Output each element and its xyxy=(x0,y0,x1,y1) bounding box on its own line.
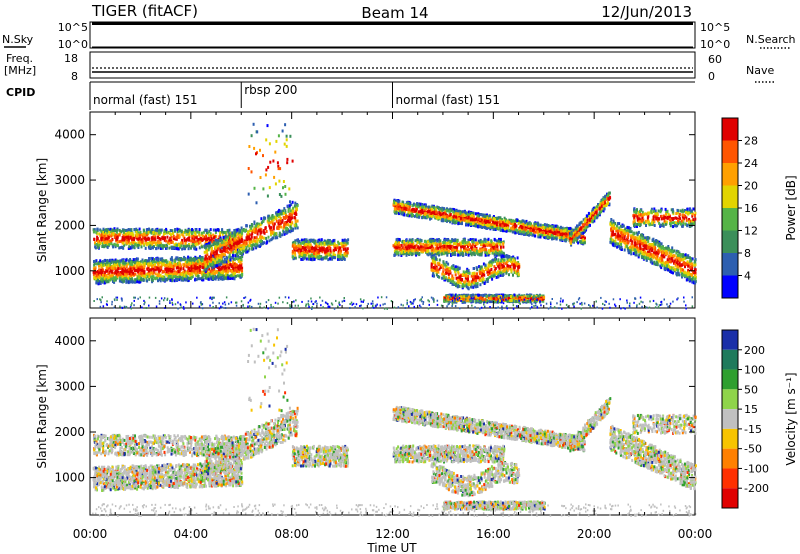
cpid-label: CPID xyxy=(6,86,35,99)
colorbar-tick-label: 200 xyxy=(744,344,765,357)
freq-panel: Freq. [MHz] 18 8 60 0 Nave CPID xyxy=(4,51,775,99)
colorbar-tick-label: 20 xyxy=(744,180,758,193)
velocity-colorbar: 200 100 50 15 -15 -50 -100 -200 Velocity [m s⁻¹] xyxy=(721,329,798,509)
colorbar-swatch xyxy=(722,349,738,370)
colorbar-tick-label: 28 xyxy=(744,135,758,148)
colorbar-swatch xyxy=(722,275,738,298)
colorbar-tick-label: 4 xyxy=(744,270,751,283)
colorbar-swatch xyxy=(722,409,738,429)
power-panel: 1000 2000 3000 4000 Slant Range [km] xyxy=(35,111,697,310)
y-tick-label: 4000 xyxy=(54,334,85,348)
x-tick-label: 08:00 xyxy=(274,527,309,541)
colorbar-tick-label: -15 xyxy=(744,423,762,436)
cpid-segment-label: normal (fast) 151 xyxy=(93,93,197,107)
colorbar-swatch xyxy=(722,185,738,208)
colorbar-tick-label: 8 xyxy=(744,247,751,260)
y-axis-label: Slant Range [km] xyxy=(35,364,49,468)
colorbar-swatch xyxy=(722,118,738,141)
freq-label: Freq. xyxy=(6,52,33,65)
y-tick-label: 4000 xyxy=(54,128,85,142)
nsky-label: N.Sky xyxy=(2,33,34,46)
x-tick-label: 00:00 xyxy=(73,527,108,541)
x-tick-label: 00:00 xyxy=(678,527,713,541)
nave-tick-bottom: 0 xyxy=(708,70,715,83)
colorbar-tick-label: 50 xyxy=(744,383,758,396)
x-tick-label: 16:00 xyxy=(476,527,511,541)
beam-label: Beam 14 xyxy=(361,4,428,22)
colorbar-swatch xyxy=(722,208,738,231)
scatter-cells xyxy=(92,327,697,517)
scatter-cells xyxy=(92,122,697,310)
freq-tick-bottom: 8 xyxy=(71,70,78,83)
nsearch-label: N.Search xyxy=(746,33,796,46)
cpid-row: normal (fast) 151 rbsp 200 normal (fast) 1… xyxy=(89,81,695,110)
y-tick-label: 2000 xyxy=(54,425,85,439)
colorbar-swatch xyxy=(722,448,738,469)
nsky-tick-bottom: 10^0 xyxy=(58,38,88,51)
colorbar-swatch xyxy=(722,428,738,449)
colorbar-tick-label: -50 xyxy=(744,443,762,456)
colorbar-swatch xyxy=(722,253,738,276)
y-tick-label: 3000 xyxy=(54,379,85,393)
colorbar-swatch xyxy=(722,369,738,390)
colorbar-tick-label: -100 xyxy=(744,462,769,475)
time-axis: 00:00 04:00 08:00 12:00 16:00 20:00 00:00 xyxy=(73,527,713,541)
nsearch-tick-top: 10^5 xyxy=(700,21,730,34)
colorbar-swatch xyxy=(722,330,738,350)
y-tick-label: 2000 xyxy=(54,218,85,232)
x-tick-label: 12:00 xyxy=(375,527,410,541)
colorbar-tick-label: 15 xyxy=(744,403,758,416)
y-axis-label: Slant Range [km] xyxy=(35,158,49,262)
power-colorbar: 4 8 12 16 20 24 28 Power [dB] xyxy=(721,117,798,299)
x-tick-label: 04:00 xyxy=(174,527,209,541)
colorbar-label: Power [dB] xyxy=(784,175,798,240)
nsearch-tick-bottom: 10^0 xyxy=(700,38,730,51)
nave-label: Nave xyxy=(746,64,774,77)
colorbar-swatch xyxy=(722,389,738,410)
colorbar-swatch xyxy=(722,140,738,163)
colorbar-swatch xyxy=(722,163,738,186)
y-tick-label: 3000 xyxy=(54,173,85,187)
freq-unit: [MHz] xyxy=(4,64,36,77)
y-tick-label: 1000 xyxy=(54,471,85,485)
nsky-panel: N.Sky 10^5 10^0 10^5 10^0 N.Search xyxy=(2,21,796,51)
colorbar-tick-label: 24 xyxy=(744,157,758,170)
y-tick-label: 1000 xyxy=(54,264,85,278)
nave-tick-top: 60 xyxy=(708,53,722,66)
cpid-segment-label: normal (fast) 151 xyxy=(396,93,500,107)
freq-tick-top: 18 xyxy=(64,52,78,65)
date-label: 12/Jun/2013 xyxy=(601,3,692,21)
colorbar-swatch xyxy=(722,230,738,253)
velocity-panel: 1000 2000 3000 4000 Slant Range [km] xyxy=(35,317,697,517)
colorbar-tick-label: -200 xyxy=(744,482,769,495)
colorbar-swatch xyxy=(722,468,738,489)
colorbar-tick-label: 16 xyxy=(744,202,758,215)
colorbar-swatch xyxy=(722,488,738,508)
cpid-segment-label: rbsp 200 xyxy=(244,83,297,97)
colorbar-tick-label: 12 xyxy=(744,225,758,238)
station-title: TIGER (fitACF) xyxy=(91,2,198,20)
nsky-tick-top: 10^5 xyxy=(58,21,88,34)
x-tick-label: 20:00 xyxy=(577,527,612,541)
colorbar-tick-label: 100 xyxy=(744,364,765,377)
x-axis-label: Time UT xyxy=(366,541,417,554)
colorbar-label: Velocity [m s⁻¹] xyxy=(784,372,798,465)
